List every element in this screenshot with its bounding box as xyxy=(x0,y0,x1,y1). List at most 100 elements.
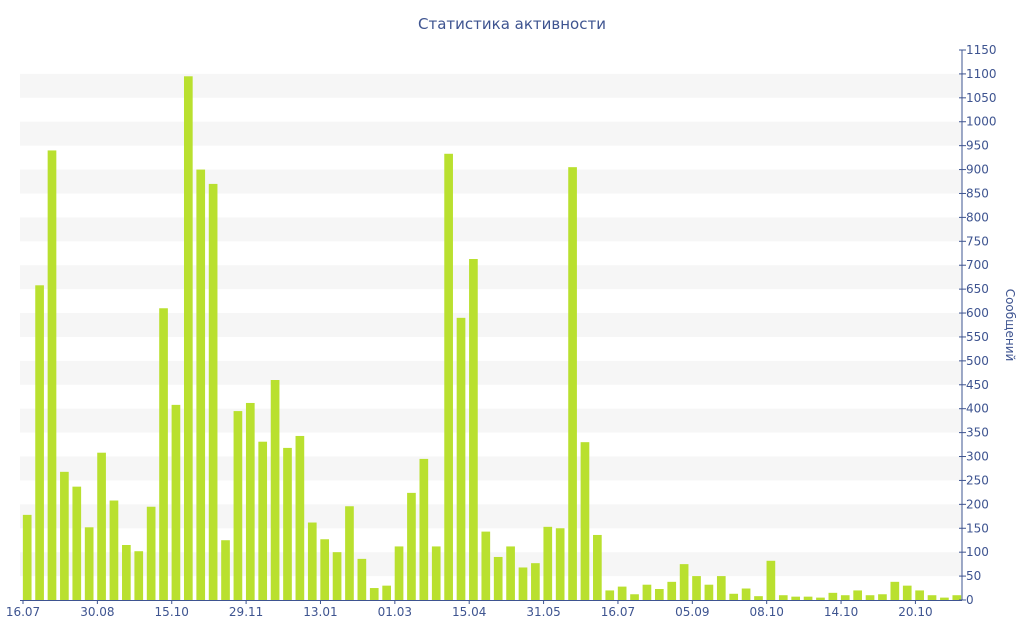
bar[interactable] xyxy=(444,153,453,600)
bar[interactable] xyxy=(766,560,776,600)
bar[interactable] xyxy=(60,471,69,600)
y-tick-label: 600 xyxy=(966,306,989,320)
bar[interactable] xyxy=(307,522,317,600)
bar[interactable] xyxy=(431,546,441,600)
bar[interactable] xyxy=(927,595,937,600)
x-tick-label: 29.11 xyxy=(229,605,263,619)
x-tick-label: 16.07 xyxy=(6,605,40,619)
bar[interactable] xyxy=(394,546,404,600)
bar[interactable] xyxy=(419,458,429,600)
bar[interactable] xyxy=(506,546,515,600)
bar[interactable] xyxy=(741,588,751,600)
bar[interactable] xyxy=(196,169,206,600)
y-tick-label: 0 xyxy=(966,593,974,607)
bar[interactable] xyxy=(369,588,379,600)
bar[interactable] xyxy=(778,595,788,600)
bar[interactable] xyxy=(171,404,181,600)
bar[interactable] xyxy=(915,590,924,600)
bar[interactable] xyxy=(605,590,615,600)
grid-band xyxy=(20,217,962,242)
bar[interactable] xyxy=(469,259,478,600)
bar[interactable] xyxy=(555,528,565,600)
bar[interactable] xyxy=(704,584,714,600)
bar[interactable] xyxy=(853,590,862,600)
bar[interactable] xyxy=(134,551,144,600)
bar[interactable] xyxy=(518,567,528,600)
x-tick-label: 14.10 xyxy=(824,605,858,619)
bar[interactable] xyxy=(258,441,268,600)
bar[interactable] xyxy=(816,597,825,600)
bar[interactable] xyxy=(407,492,416,600)
y-tick-label: 1050 xyxy=(966,91,997,105)
bar[interactable] xyxy=(183,76,193,601)
bar[interactable] xyxy=(729,593,739,600)
bar[interactable] xyxy=(22,514,32,600)
bar[interactable] xyxy=(320,539,330,600)
bar[interactable] xyxy=(456,317,466,600)
y-tick-label: 300 xyxy=(966,450,989,464)
y-tick-label: 150 xyxy=(966,521,989,535)
bar[interactable] xyxy=(654,589,664,600)
chart-title: Статистика активности xyxy=(418,15,606,33)
bar[interactable] xyxy=(283,447,292,600)
bar[interactable] xyxy=(593,534,602,600)
bar[interactable] xyxy=(940,597,949,600)
y-tick-label: 550 xyxy=(966,330,989,344)
bar[interactable] xyxy=(568,167,577,601)
bar[interactable] xyxy=(902,585,912,600)
bar[interactable] xyxy=(159,308,168,600)
bar[interactable] xyxy=(803,596,813,600)
x-tick-label: 31.05 xyxy=(526,605,560,619)
bar[interactable] xyxy=(109,500,119,600)
bar[interactable] xyxy=(84,527,94,600)
bar[interactable] xyxy=(357,558,367,600)
x-tick-label: 08.10 xyxy=(750,605,784,619)
bar[interactable] xyxy=(295,435,305,600)
bar[interactable] xyxy=(878,594,887,600)
bar[interactable] xyxy=(122,545,131,600)
bar[interactable] xyxy=(332,552,342,600)
bar[interactable] xyxy=(208,183,218,600)
bar[interactable] xyxy=(580,442,590,600)
bar[interactable] xyxy=(345,506,354,600)
bar[interactable] xyxy=(72,486,82,600)
bar[interactable] xyxy=(692,576,701,600)
y-tick-label: 250 xyxy=(966,473,989,487)
y-tick-label: 950 xyxy=(966,139,989,153)
bar[interactable] xyxy=(667,581,677,600)
x-tick-label: 16.07 xyxy=(601,605,635,619)
bar[interactable] xyxy=(716,576,726,600)
bar[interactable] xyxy=(952,595,962,600)
bar[interactable] xyxy=(828,592,838,600)
bar[interactable] xyxy=(840,595,850,600)
y-tick-label: 800 xyxy=(966,210,989,224)
bar[interactable] xyxy=(543,526,553,600)
grid-bands xyxy=(20,73,962,577)
bar[interactable] xyxy=(233,411,243,600)
bar[interactable] xyxy=(47,150,57,600)
grid-band xyxy=(20,552,962,577)
bar[interactable] xyxy=(245,402,255,600)
bar[interactable] xyxy=(865,595,875,600)
bar[interactable] xyxy=(221,540,230,600)
bar[interactable] xyxy=(382,585,391,600)
bar[interactable] xyxy=(481,531,491,600)
bar[interactable] xyxy=(754,596,763,600)
y-tick-label: 750 xyxy=(966,234,989,248)
bar[interactable] xyxy=(531,563,540,600)
grid-band xyxy=(20,169,962,194)
bar[interactable] xyxy=(270,380,280,600)
bar[interactable] xyxy=(617,586,627,600)
bar[interactable] xyxy=(679,564,689,600)
bar[interactable] xyxy=(146,506,156,600)
bar[interactable] xyxy=(97,452,106,600)
x-tick-label: 01.03 xyxy=(378,605,412,619)
bar[interactable] xyxy=(791,596,801,600)
bar[interactable] xyxy=(35,285,44,600)
bar[interactable] xyxy=(630,594,639,600)
bars-group xyxy=(22,76,962,601)
y-tick-label: 100 xyxy=(966,545,989,559)
bar[interactable] xyxy=(493,556,503,600)
bar[interactable] xyxy=(642,584,652,600)
bar[interactable] xyxy=(890,581,900,600)
